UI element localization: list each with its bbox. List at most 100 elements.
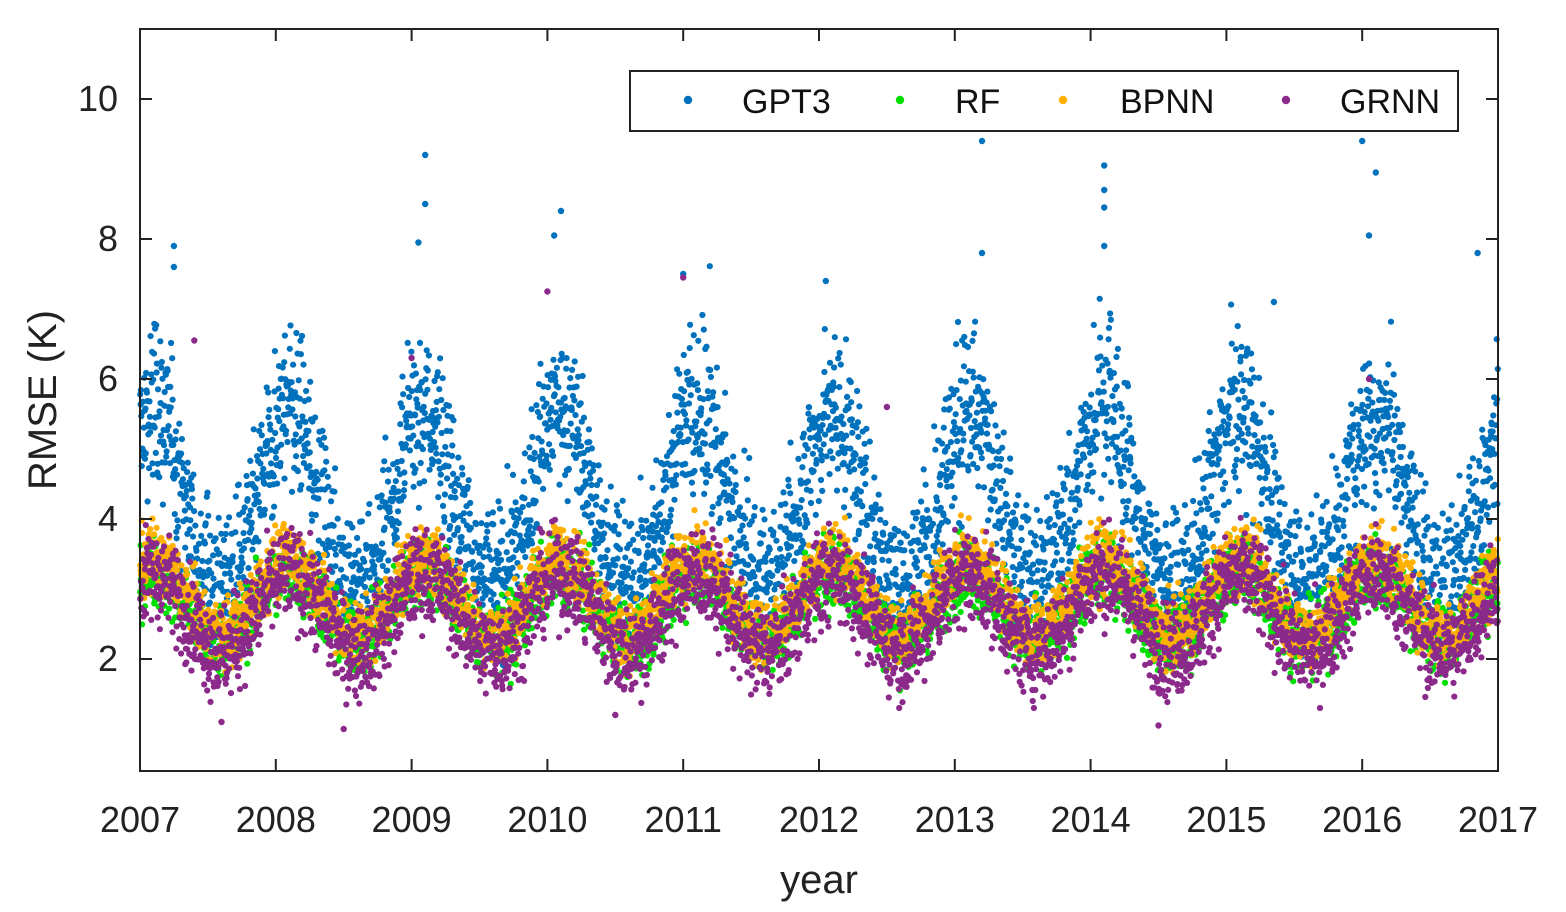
data-point — [550, 452, 557, 459]
data-point — [1015, 545, 1023, 552]
data-point — [298, 332, 306, 340]
data-point — [238, 554, 245, 561]
data-point — [1038, 582, 1046, 590]
data-point — [973, 409, 981, 416]
data-point — [260, 465, 267, 472]
data-point — [1444, 535, 1451, 542]
data-point — [1335, 527, 1342, 534]
data-point — [1241, 394, 1248, 401]
data-point — [993, 478, 1001, 485]
data-point — [246, 512, 253, 519]
data-point — [709, 503, 716, 510]
data-point — [561, 394, 568, 401]
data-point — [571, 358, 578, 365]
data-point — [548, 404, 555, 411]
data-point — [877, 516, 884, 523]
data-point — [178, 436, 185, 443]
data-point — [175, 523, 182, 531]
data-point — [297, 351, 304, 358]
data-point — [1457, 542, 1464, 550]
data-point — [165, 423, 172, 430]
data-point — [499, 518, 506, 525]
data-point — [154, 386, 162, 393]
data-point — [1366, 388, 1373, 395]
data-point — [985, 517, 992, 524]
data-point — [1125, 467, 1132, 474]
data-point — [759, 506, 766, 513]
data-point — [627, 584, 634, 591]
data-point — [291, 441, 298, 448]
data-point — [1348, 401, 1355, 408]
data-point — [296, 423, 303, 430]
data-point — [458, 533, 465, 541]
data-point — [204, 489, 211, 496]
data-point — [710, 389, 717, 396]
data-point — [1361, 408, 1368, 416]
data-point — [1072, 467, 1079, 475]
data-point — [1094, 431, 1101, 438]
data-point — [1448, 593, 1455, 600]
data-point — [162, 459, 169, 466]
data-point — [421, 478, 428, 485]
data-point — [314, 476, 321, 483]
data-point — [863, 454, 870, 461]
data-point — [806, 404, 813, 411]
data-point — [1262, 475, 1269, 482]
data-point — [1434, 570, 1441, 577]
data-point — [1101, 186, 1108, 194]
data-point — [848, 399, 855, 406]
data-point — [240, 545, 248, 552]
data-point — [1341, 533, 1348, 540]
data-point — [1100, 388, 1107, 395]
data-point — [827, 448, 834, 455]
data-point — [1001, 517, 1008, 524]
data-point — [355, 547, 362, 554]
data-point — [617, 546, 624, 553]
data-point — [410, 432, 417, 439]
data-point — [1491, 481, 1498, 488]
data-point — [296, 395, 303, 402]
data-point — [1069, 529, 1076, 536]
data-point — [1292, 551, 1299, 559]
data-point — [1052, 558, 1059, 565]
data-point — [376, 504, 383, 511]
data-point — [1234, 378, 1241, 385]
data-point — [1269, 517, 1276, 524]
data-point — [852, 451, 859, 458]
data-point — [987, 506, 994, 513]
data-point — [527, 517, 534, 524]
data-point — [417, 387, 424, 394]
data-point — [1066, 516, 1074, 523]
data-point — [302, 418, 309, 425]
data-point — [540, 485, 547, 492]
data-point — [603, 498, 610, 505]
data-point — [922, 481, 929, 488]
data-point — [1469, 455, 1476, 462]
data-point — [170, 441, 177, 448]
data-point — [923, 533, 930, 541]
data-point — [580, 414, 588, 421]
data-point — [461, 491, 468, 498]
data-point — [546, 441, 553, 448]
data-point — [447, 523, 454, 530]
data-point — [1270, 298, 1278, 306]
data-point — [1372, 169, 1380, 176]
data-point — [948, 503, 956, 510]
data-point — [363, 567, 370, 574]
data-point — [192, 522, 199, 529]
data-point — [885, 557, 892, 564]
data-point — [1232, 462, 1239, 469]
data-point — [250, 426, 257, 433]
data-point — [279, 364, 286, 371]
data-point — [299, 413, 306, 420]
data-point — [1231, 386, 1238, 393]
data-point — [1295, 585, 1302, 592]
data-point — [371, 562, 378, 570]
data-point — [575, 432, 582, 439]
data-point — [547, 416, 554, 423]
data-point — [746, 454, 753, 462]
data-point — [261, 511, 268, 518]
data-point — [1317, 548, 1324, 556]
data-point — [770, 529, 777, 536]
data-point — [1456, 472, 1463, 479]
